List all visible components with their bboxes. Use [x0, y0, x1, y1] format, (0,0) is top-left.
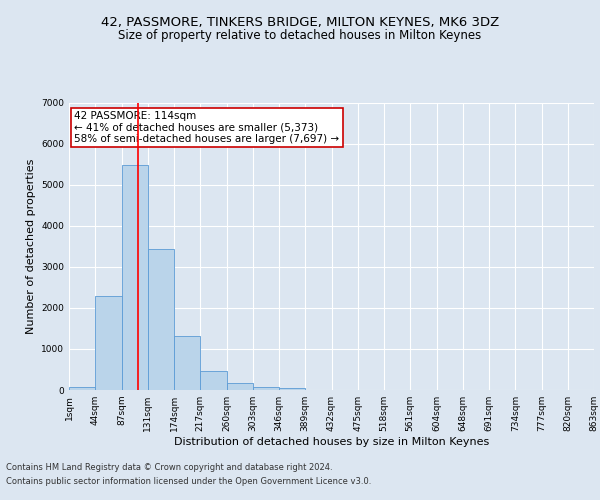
- Bar: [95, 296, 121, 390]
- Text: 42, PASSMORE, TINKERS BRIDGE, MILTON KEYNES, MK6 3DZ: 42, PASSMORE, TINKERS BRIDGE, MILTON KEY…: [101, 16, 499, 29]
- Text: Size of property relative to detached houses in Milton Keynes: Size of property relative to detached ho…: [118, 30, 482, 43]
- X-axis label: Distribution of detached houses by size in Milton Keynes: Distribution of detached houses by size …: [174, 437, 489, 447]
- Bar: [121, 166, 148, 390]
- Bar: [200, 370, 227, 390]
- Y-axis label: Number of detached properties: Number of detached properties: [26, 158, 35, 334]
- Text: Contains public sector information licensed under the Open Government Licence v3: Contains public sector information licen…: [6, 477, 371, 486]
- Bar: [174, 336, 200, 390]
- Bar: [69, 387, 95, 390]
- Text: 42 PASSMORE: 114sqm
← 41% of detached houses are smaller (5,373)
58% of semi-det: 42 PASSMORE: 114sqm ← 41% of detached ho…: [74, 111, 340, 144]
- Text: Contains HM Land Registry data © Crown copyright and database right 2024.: Contains HM Land Registry data © Crown c…: [6, 464, 332, 472]
- Bar: [148, 249, 174, 390]
- Bar: [279, 388, 305, 390]
- Bar: [253, 386, 279, 390]
- Bar: [227, 384, 253, 390]
